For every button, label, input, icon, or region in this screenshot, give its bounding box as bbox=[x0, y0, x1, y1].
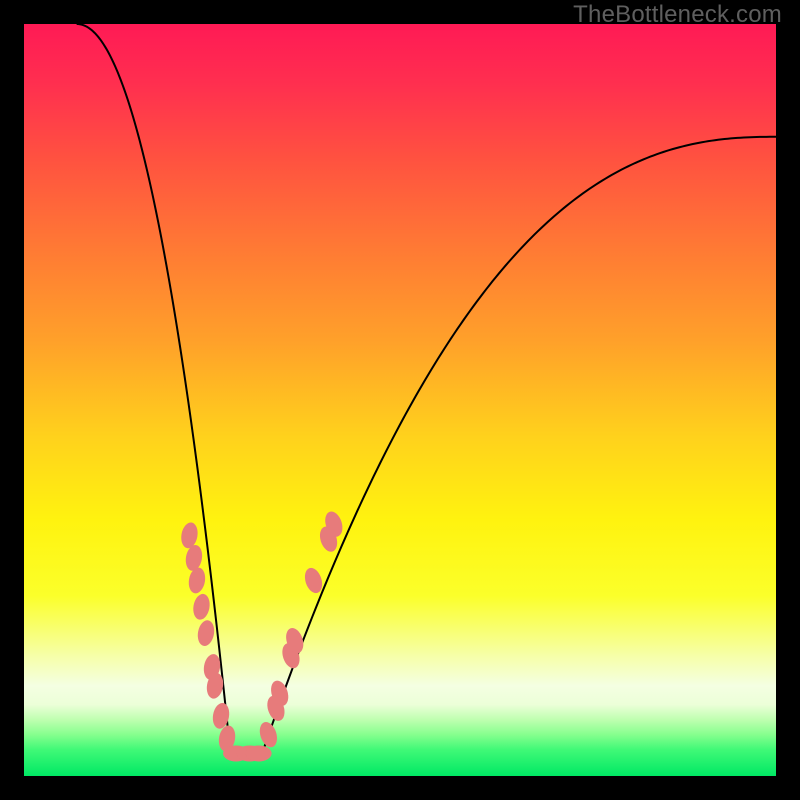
plot-area bbox=[24, 24, 776, 776]
data-marker bbox=[196, 619, 216, 647]
data-marker bbox=[246, 745, 272, 761]
chart-canvas: TheBottleneck.com bbox=[0, 0, 800, 800]
data-marker bbox=[191, 593, 211, 621]
bottleneck-curve bbox=[24, 24, 776, 776]
data-marker bbox=[257, 720, 280, 750]
v-curve-path bbox=[77, 24, 776, 757]
data-marker bbox=[187, 566, 207, 594]
watermark-text: TheBottleneck.com bbox=[573, 1, 782, 29]
